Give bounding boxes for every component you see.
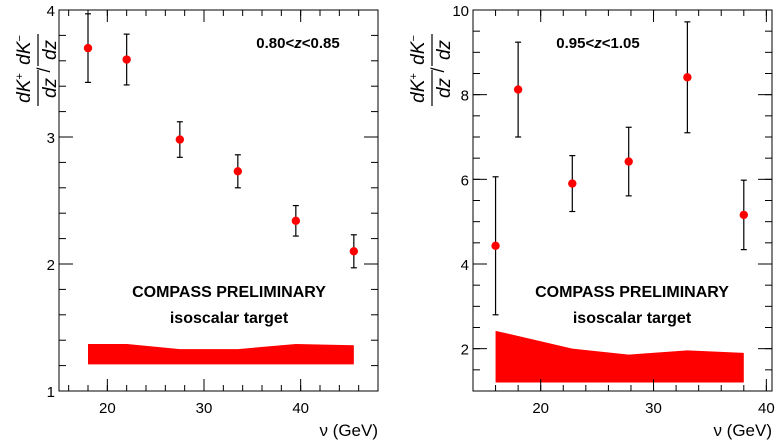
svg-text:/: / xyxy=(34,67,54,72)
y-tick-label-left: 3 xyxy=(47,130,55,147)
data-point-right xyxy=(513,85,523,94)
svg-text:dK−: dK− xyxy=(408,35,429,65)
x-axis-label-left: ν (GeV) xyxy=(319,421,378,440)
x-tick-label-left: 30 xyxy=(196,400,213,417)
data-point-left xyxy=(175,135,185,144)
data-point-left xyxy=(83,43,93,53)
data-point-left xyxy=(122,55,131,64)
panel-right: dK+ dz / dK− dz 2 4 6 8 10 20 30 40 ν (GeV) 0.95<… xyxy=(408,3,775,440)
x-tick-label-right: 30 xyxy=(645,400,662,417)
data-point-left xyxy=(291,216,301,226)
y-tick-label-right: 2 xyxy=(461,342,469,359)
x-tick-label-right: 40 xyxy=(758,400,775,417)
z-range-annotation-right: 0.95<z<1.05 xyxy=(556,35,639,52)
preliminary-label-right: COMPASS PRELIMINARY xyxy=(535,284,729,301)
y-tick-label-left: 4 xyxy=(47,3,55,20)
x-axis-label-right: ν (GeV) xyxy=(713,421,772,440)
svg-text:dK+: dK+ xyxy=(408,73,429,103)
y-tick-label-right: 8 xyxy=(461,88,469,105)
svg-text:dz: dz xyxy=(434,39,455,60)
x-tick-label-right: 20 xyxy=(532,400,549,417)
y-tick-label-right: 4 xyxy=(461,257,469,274)
svg-text:dK−: dK− xyxy=(14,35,35,65)
y-tick-label-left: 2 xyxy=(47,257,55,274)
svg-text:dz: dz xyxy=(40,77,61,98)
y-axis-label-right: dK+ dz / dK− dz xyxy=(408,34,455,106)
y-tick-label-right: 6 xyxy=(461,172,469,189)
panel-left: dK+ dz / dK− dz 1 2 3 4 20 30 40 ν (GeV) 0.80<z<… xyxy=(14,3,379,440)
data-point-left xyxy=(349,247,359,256)
data-point-right xyxy=(683,73,692,82)
target-label-right: isoscalar target xyxy=(573,310,692,327)
svg-text:dz: dz xyxy=(434,77,455,98)
data-point-right xyxy=(568,179,577,188)
target-label-left: isoscalar target xyxy=(170,310,289,327)
x-tick-label-left: 40 xyxy=(292,400,309,417)
plot-frame-left xyxy=(58,9,379,392)
data-point-left xyxy=(233,167,243,176)
data-point-right xyxy=(624,157,633,166)
systematic-band-left xyxy=(88,344,354,365)
data-point-right xyxy=(491,241,500,250)
data-point-right xyxy=(739,210,748,220)
svg-text:/: / xyxy=(428,67,448,72)
svg-text:dz: dz xyxy=(40,39,61,60)
systematic-band-right xyxy=(495,330,744,383)
y-tick-label-left: 1 xyxy=(47,384,55,401)
z-range-annotation-left: 0.80<z<0.85 xyxy=(256,35,339,52)
y-tick-label-right: 10 xyxy=(452,3,469,20)
x-tick-label-left: 20 xyxy=(99,400,116,417)
svg-text:dK+: dK+ xyxy=(14,73,35,103)
preliminary-label-left: COMPASS PRELIMINARY xyxy=(132,284,326,301)
y-axis-label-left: dK+ dz / dK− dz xyxy=(14,34,61,106)
